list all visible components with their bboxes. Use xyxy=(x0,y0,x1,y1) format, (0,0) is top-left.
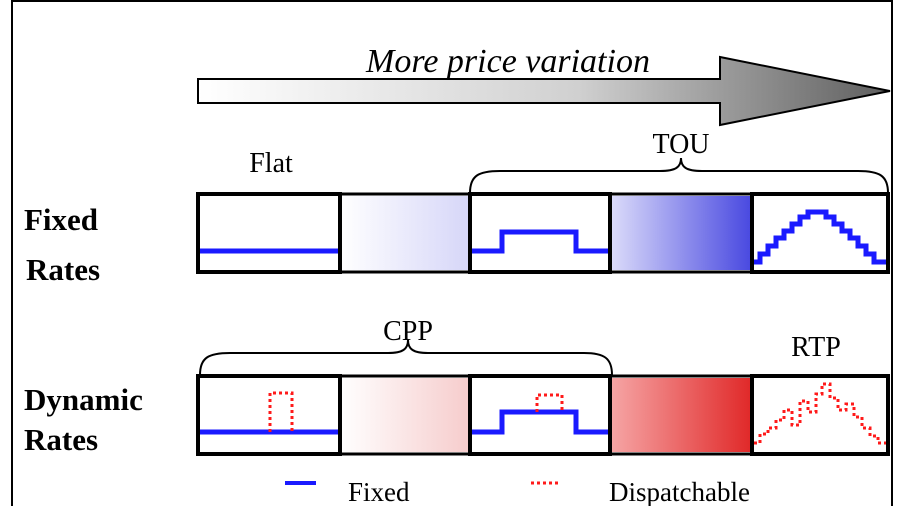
tou-step-line xyxy=(472,229,608,254)
cpp-tou-fixed-line xyxy=(472,409,608,435)
fixed-gradient-light xyxy=(340,196,470,270)
rtp-box xyxy=(750,374,890,456)
fixed-rates-label-line1: Fixed xyxy=(24,202,98,237)
dynamic-rates-row xyxy=(196,374,890,456)
cpp-flat-critical-peak-line xyxy=(268,391,294,432)
tou-brace xyxy=(469,157,889,194)
price-variation-arrow xyxy=(197,55,891,127)
cpp-flat-box xyxy=(196,374,342,456)
cpp-tou-box xyxy=(468,374,612,456)
flat-label: Flat xyxy=(249,148,293,179)
legend-dispatchable-label: Dispatchable xyxy=(609,477,750,506)
fixed-gradient-dark xyxy=(610,196,752,270)
outer-frame xyxy=(11,0,893,506)
tou-multi-step-line xyxy=(754,209,886,265)
fixed-rates-label-line2: Rates xyxy=(26,252,100,287)
rtp-label: RTP xyxy=(791,332,841,363)
cpp-tou-critical-peak-line xyxy=(535,393,564,412)
fixed-rates-row xyxy=(196,192,890,274)
flat-rate-box xyxy=(196,192,342,274)
dynamic-gradient-light xyxy=(340,378,470,452)
legend-fixed-label: Fixed xyxy=(348,477,410,506)
arrow-label: More price variation xyxy=(365,43,650,80)
dynamic-rates-label-line2: Rates xyxy=(24,422,98,457)
dynamic-rates-label-line1: Dynamic xyxy=(24,382,143,417)
tou-label: TOU xyxy=(652,129,709,160)
dynamic-gradient-dark xyxy=(610,378,752,452)
cpp-brace xyxy=(199,339,613,376)
tou-multi-step-box xyxy=(750,192,890,274)
legend: Fixed Dispatchable xyxy=(285,477,750,506)
